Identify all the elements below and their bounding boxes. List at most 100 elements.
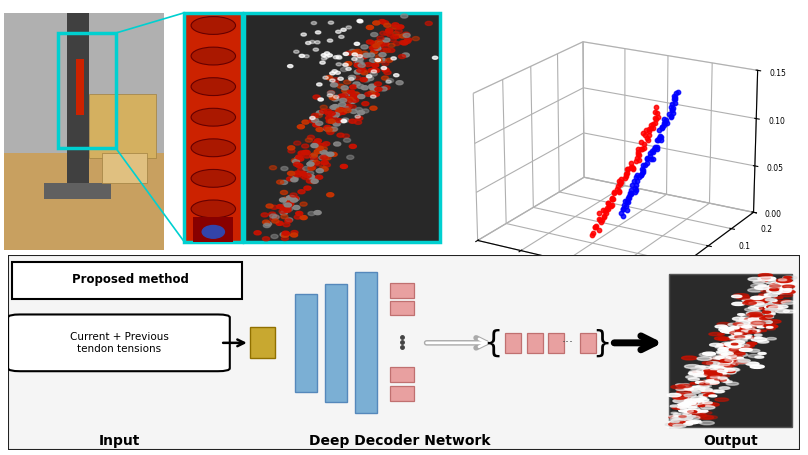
Circle shape bbox=[763, 296, 769, 298]
Circle shape bbox=[370, 91, 377, 95]
Circle shape bbox=[759, 293, 765, 295]
Circle shape bbox=[282, 207, 289, 211]
Circle shape bbox=[335, 30, 341, 33]
Circle shape bbox=[283, 222, 290, 227]
Circle shape bbox=[714, 337, 728, 340]
Circle shape bbox=[264, 222, 271, 226]
Circle shape bbox=[393, 34, 400, 38]
Circle shape bbox=[733, 323, 743, 325]
Circle shape bbox=[725, 354, 737, 358]
Circle shape bbox=[754, 303, 761, 305]
Legend: History 1, History 2: History 1, History 2 bbox=[503, 307, 709, 330]
Circle shape bbox=[292, 196, 299, 200]
Ellipse shape bbox=[191, 139, 236, 157]
Circle shape bbox=[395, 29, 402, 33]
Circle shape bbox=[680, 393, 693, 396]
Circle shape bbox=[293, 141, 301, 145]
Circle shape bbox=[689, 371, 701, 374]
Circle shape bbox=[705, 372, 719, 376]
Circle shape bbox=[405, 38, 412, 42]
Circle shape bbox=[749, 330, 761, 333]
Circle shape bbox=[322, 152, 329, 156]
Circle shape bbox=[755, 288, 763, 289]
Circle shape bbox=[730, 358, 739, 360]
Circle shape bbox=[670, 417, 684, 421]
FancyBboxPatch shape bbox=[505, 333, 521, 353]
Circle shape bbox=[733, 341, 745, 344]
Circle shape bbox=[736, 321, 748, 324]
Circle shape bbox=[382, 42, 389, 46]
Circle shape bbox=[765, 313, 775, 315]
Circle shape bbox=[360, 68, 367, 72]
Circle shape bbox=[701, 390, 714, 394]
Circle shape bbox=[772, 300, 785, 303]
Circle shape bbox=[739, 320, 752, 323]
Circle shape bbox=[766, 303, 778, 306]
Circle shape bbox=[726, 359, 735, 361]
Circle shape bbox=[746, 328, 755, 329]
Circle shape bbox=[314, 150, 322, 154]
Circle shape bbox=[684, 399, 700, 403]
Circle shape bbox=[311, 143, 318, 147]
Circle shape bbox=[775, 283, 784, 285]
Circle shape bbox=[381, 66, 386, 70]
Circle shape bbox=[391, 57, 396, 60]
Circle shape bbox=[668, 420, 682, 424]
Circle shape bbox=[305, 41, 311, 45]
Circle shape bbox=[302, 120, 309, 124]
Circle shape bbox=[283, 202, 290, 206]
Circle shape bbox=[387, 33, 394, 37]
Circle shape bbox=[753, 324, 768, 327]
Circle shape bbox=[281, 237, 288, 241]
Circle shape bbox=[743, 337, 751, 339]
Circle shape bbox=[330, 115, 337, 119]
Circle shape bbox=[764, 305, 778, 309]
Circle shape bbox=[350, 85, 357, 89]
Circle shape bbox=[280, 233, 287, 237]
Circle shape bbox=[332, 105, 339, 109]
Circle shape bbox=[715, 346, 723, 348]
Circle shape bbox=[341, 28, 346, 31]
Circle shape bbox=[735, 326, 748, 329]
Circle shape bbox=[730, 331, 744, 335]
Circle shape bbox=[326, 119, 333, 123]
Circle shape bbox=[307, 135, 314, 139]
Circle shape bbox=[316, 121, 323, 126]
Circle shape bbox=[717, 344, 723, 346]
Circle shape bbox=[339, 98, 347, 102]
FancyBboxPatch shape bbox=[295, 294, 317, 392]
Circle shape bbox=[719, 348, 726, 349]
Circle shape bbox=[699, 398, 706, 399]
Circle shape bbox=[343, 134, 350, 138]
Circle shape bbox=[724, 364, 734, 367]
Circle shape bbox=[700, 402, 714, 406]
Circle shape bbox=[358, 66, 365, 70]
Circle shape bbox=[432, 56, 438, 59]
Circle shape bbox=[316, 111, 323, 115]
Circle shape bbox=[722, 354, 728, 355]
Circle shape bbox=[704, 394, 710, 396]
Circle shape bbox=[332, 97, 339, 101]
Circle shape bbox=[367, 76, 373, 81]
FancyBboxPatch shape bbox=[389, 301, 414, 315]
Circle shape bbox=[288, 146, 295, 150]
Circle shape bbox=[328, 91, 335, 95]
Circle shape bbox=[324, 126, 331, 130]
Circle shape bbox=[362, 101, 369, 106]
Circle shape bbox=[334, 96, 339, 98]
Circle shape bbox=[673, 413, 680, 415]
Circle shape bbox=[354, 76, 360, 80]
Circle shape bbox=[728, 323, 739, 326]
Ellipse shape bbox=[191, 16, 236, 35]
Circle shape bbox=[345, 99, 352, 103]
Circle shape bbox=[335, 119, 343, 123]
Circle shape bbox=[693, 373, 708, 377]
Circle shape bbox=[351, 98, 359, 102]
Circle shape bbox=[725, 359, 734, 361]
Circle shape bbox=[356, 57, 363, 61]
Circle shape bbox=[320, 150, 327, 154]
Circle shape bbox=[386, 79, 393, 83]
Circle shape bbox=[309, 116, 315, 120]
Circle shape bbox=[279, 209, 286, 213]
Circle shape bbox=[403, 40, 410, 44]
